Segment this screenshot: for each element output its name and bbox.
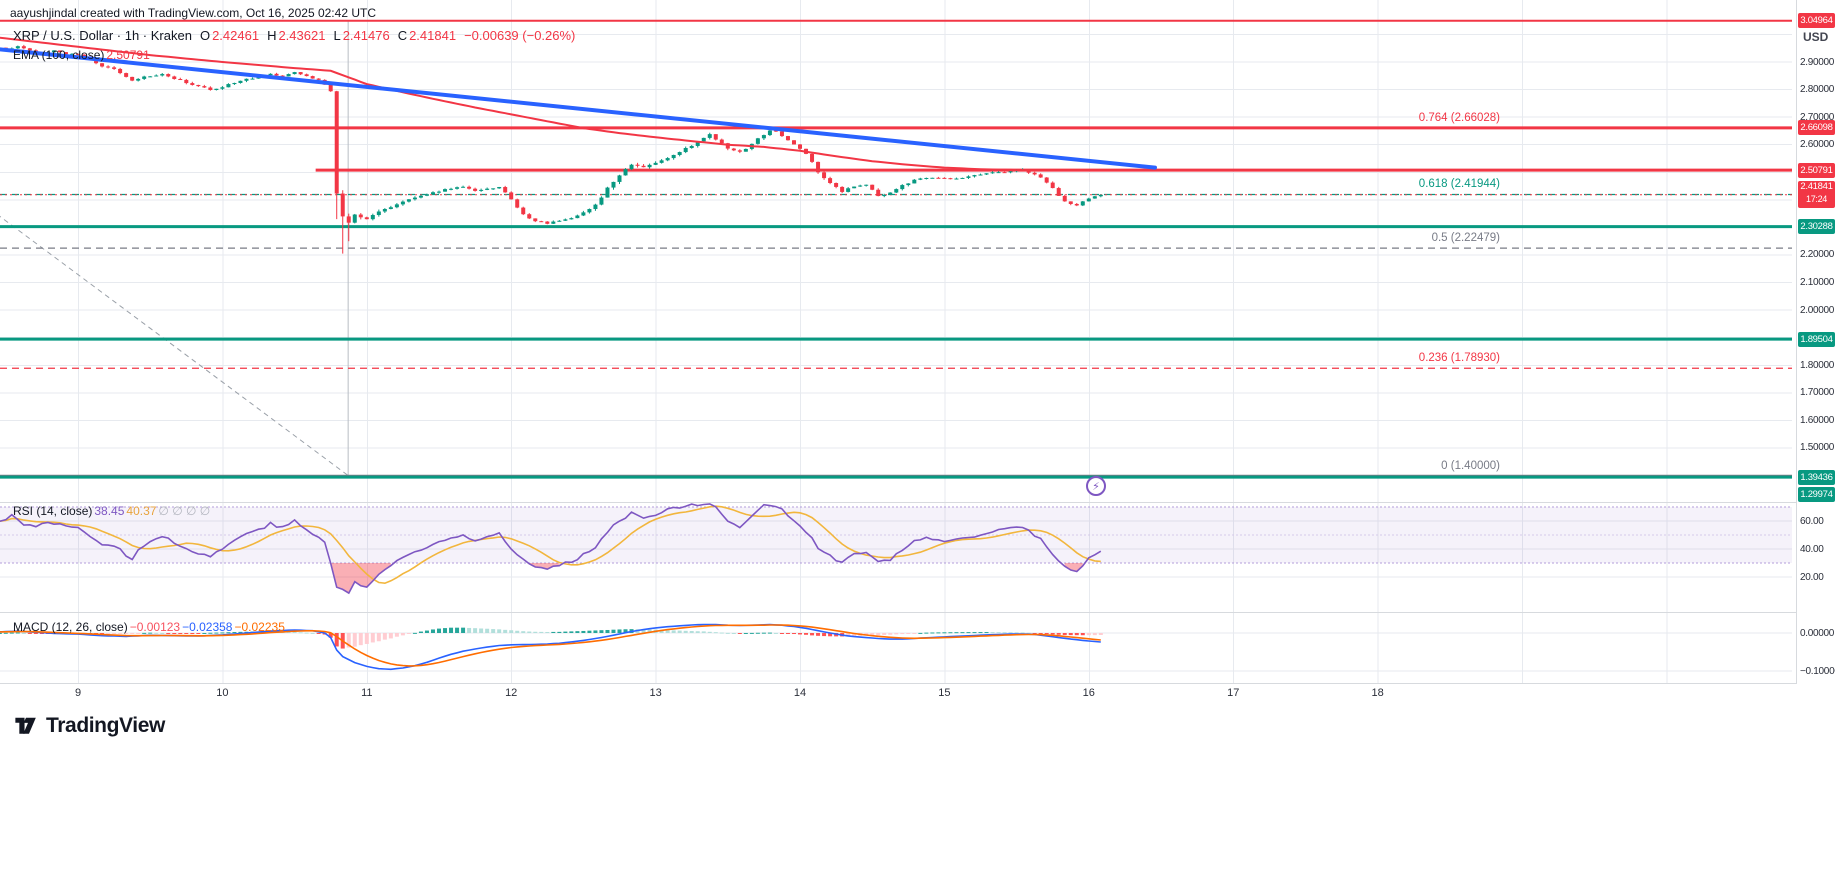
macd-pane[interactable]	[0, 623, 1103, 671]
macd-signal-value: −0.02235	[234, 620, 285, 634]
rsi-oversold-fill	[529, 563, 560, 570]
price-tick: 2.10000	[1800, 277, 1835, 289]
price-tick: 2.60000	[1800, 139, 1835, 151]
price-tick: 1.60000	[1800, 414, 1835, 426]
attribution-text: aayushjindal created with TradingView.co…	[10, 6, 376, 20]
gridlines	[0, 0, 1792, 683]
tradingview-logo-icon[interactable]	[12, 712, 39, 739]
rsi-value: 38.45	[94, 504, 125, 518]
price-level-label: 2.66098	[1798, 120, 1835, 136]
chart-canvas[interactable]	[0, 0, 1835, 710]
rsi-tick: 40.00	[1800, 543, 1824, 555]
pane-dividers[interactable]	[0, 502, 1835, 684]
time-tick: 11	[361, 687, 373, 699]
open-value: 2.42461	[212, 28, 260, 43]
high-label: H	[267, 28, 277, 43]
rsi-tick: 60.00	[1800, 515, 1824, 527]
ema-value: 2.50791	[106, 48, 150, 62]
macd-tick: −0.10000	[1800, 665, 1835, 677]
close-label: C	[397, 28, 408, 43]
price-tick: 1.70000	[1800, 387, 1835, 399]
price-tick: 2.80000	[1800, 84, 1835, 96]
price-tick: 1.80000	[1800, 359, 1835, 371]
macd-signal-line	[0, 624, 1101, 667]
ema-legend[interactable]: EMA (100, close) 2.50791	[13, 48, 150, 62]
close-value: 2.41841	[409, 28, 457, 43]
high-value: 2.43621	[278, 28, 326, 43]
time-tick: 12	[505, 687, 518, 699]
macd-tick: 0.00000	[1800, 627, 1835, 639]
price-tick: 1.50000	[1800, 442, 1835, 454]
rsi-label: RSI (14, close)	[13, 504, 93, 518]
ema-label: EMA (100, close)	[13, 48, 105, 62]
rsi-ma-line	[0, 505, 1101, 585]
time-tick: 16	[1082, 687, 1095, 699]
lightning-cursor-icon: ⚡	[1086, 476, 1106, 496]
rsi-pane[interactable]	[0, 503, 1792, 595]
lightning-glyph: ⚡	[1092, 480, 1100, 493]
time-tick: 13	[649, 687, 662, 699]
price-axis[interactable]: USD 2.90000 2.80000 2.70000 2.60000 2.20000 2…	[1796, 0, 1835, 705]
low-label: L	[333, 28, 341, 43]
footer: TradingView	[12, 712, 165, 739]
price-tick: 2.90000	[1800, 56, 1835, 68]
price-level-label: 1.29974	[1798, 486, 1835, 502]
low-value: 2.41476	[342, 28, 390, 43]
rsi-line	[0, 503, 1102, 595]
currency-label[interactable]: USD	[1803, 30, 1829, 44]
current-price-label: 2.41841 17:24	[1798, 181, 1835, 209]
symbol-header: XRP / U.S. Dollar · 1h · Kraken	[13, 28, 192, 43]
price-pane[interactable]	[0, 19, 1792, 479]
time-tick: 18	[1371, 687, 1384, 699]
symbol-legend[interactable]: XRP / U.S. Dollar · 1h · Kraken O 2.42461…	[13, 28, 575, 43]
macd-hist-value: −0.00123	[129, 620, 181, 634]
time-tick: 17	[1227, 687, 1240, 699]
trendline	[0, 47, 1157, 170]
time-tick: 14	[793, 687, 807, 699]
rsi-oversold-fill	[330, 563, 391, 594]
price-level-label: 3.04964	[1798, 13, 1835, 29]
macd-legend[interactable]: MACD (12, 26, close) −0.00123 −0.02358 −…	[13, 620, 285, 634]
price-level-label: 2.50791	[1798, 162, 1835, 178]
macd-line-value: −0.02358	[182, 620, 233, 634]
candles	[0, 44, 1103, 254]
open-label: O	[199, 28, 211, 43]
rsi-legend[interactable]: RSI (14, close) 38.45 40.37 ∅ ∅ ∅ ∅	[13, 504, 210, 518]
time-tick: 9	[74, 687, 82, 699]
tradingview-brand[interactable]: TradingView	[46, 713, 165, 737]
rsi-hidden-plots: ∅ ∅ ∅ ∅	[158, 504, 211, 518]
price-tick: 2.00000	[1800, 304, 1835, 316]
price-level-label: 1.39436	[1798, 469, 1835, 485]
ema-line	[0, 36, 1155, 172]
price-level-label: 2.30288	[1798, 219, 1835, 235]
price-tick: 2.70000	[1800, 111, 1835, 123]
time-axis[interactable]: 9 10 11 12 13 14 15 16 17 18	[0, 684, 1835, 705]
rsi-tick: 20.00	[1800, 571, 1824, 583]
price-tick: 2.20000	[1800, 249, 1835, 261]
rsi-ma-value: 40.37	[126, 504, 157, 518]
macd-label: MACD (12, 26, close)	[13, 620, 128, 634]
price-level-label: 1.89504	[1798, 331, 1835, 347]
time-tick: 15	[938, 687, 951, 699]
change-value: −0.00639 (−0.26%)	[464, 28, 576, 43]
time-tick: 10	[216, 687, 229, 699]
